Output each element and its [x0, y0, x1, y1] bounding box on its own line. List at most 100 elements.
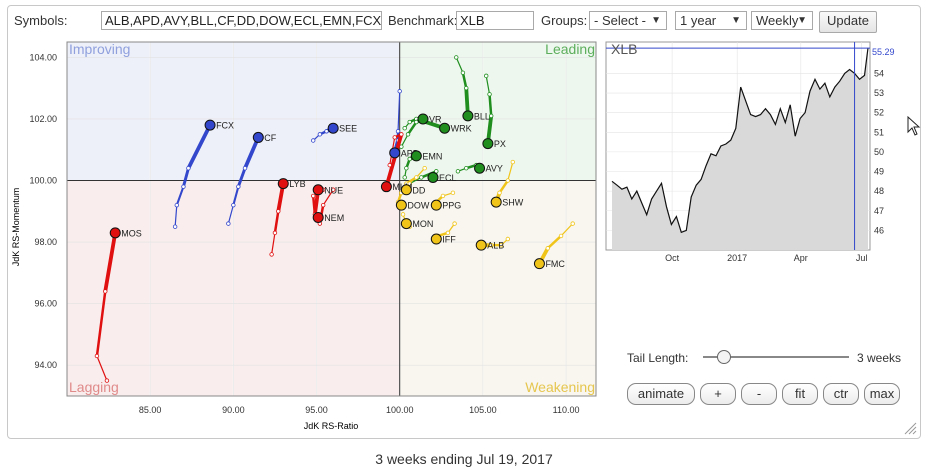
resize-grip-icon[interactable]: [903, 421, 917, 435]
tail-point-mos: [94, 353, 100, 359]
tail-point-alb: [498, 242, 504, 248]
y-tick-label: 104.00: [29, 52, 57, 62]
head-marker-vr[interactable]: [417, 113, 429, 125]
benchmark-input[interactable]: XLB: [456, 11, 534, 30]
mouse-cursor-icon: [907, 116, 921, 136]
head-marker-apd[interactable]: [389, 147, 401, 159]
tail-point-fmc: [558, 233, 564, 239]
tail-length-slider-track[interactable]: [703, 356, 849, 358]
head-marker-fcx[interactable]: [204, 119, 216, 131]
tail-point-iff: [445, 230, 451, 236]
benchmark-y-tick-label: 46: [874, 225, 884, 235]
groups-label: Groups:: [541, 13, 588, 28]
interval-select-value: Weekly: [756, 13, 799, 28]
head-marker-bll[interactable]: [462, 110, 474, 122]
x-tick-label: 110.00: [553, 405, 580, 415]
update-button[interactable]: Update: [819, 11, 877, 33]
tail-point-alb: [488, 242, 494, 248]
series-label-avy: AVY: [486, 164, 503, 174]
tail-point-mlm: [392, 135, 397, 140]
head-marker-dd[interactable]: [400, 184, 412, 196]
plot-border: [66, 41, 597, 397]
tail-segment-cf: [232, 185, 240, 207]
head-marker-mos[interactable]: [109, 227, 121, 239]
head-marker-emn[interactable]: [410, 150, 422, 162]
tail-segment-apd: [397, 90, 401, 132]
tail-point-bll: [454, 55, 459, 60]
tail-length-slider-handle[interactable]: [717, 350, 732, 364]
benchmark-x-tick-label: 2017: [727, 253, 747, 263]
head-marker-lyb[interactable]: [277, 178, 289, 190]
tail-point-shw: [497, 190, 502, 196]
head-marker-fmc[interactable]: [533, 258, 545, 270]
minus-button[interactable]: -: [741, 383, 777, 405]
animate-button[interactable]: animate: [627, 383, 695, 405]
benchmark-y-tick-label: 48: [874, 186, 884, 196]
groups-select[interactable]: - Select - ▼: [589, 11, 667, 30]
head-marker-ppg[interactable]: [430, 199, 442, 211]
head-marker-ecl[interactable]: [427, 171, 439, 183]
chevron-down-icon: ▼: [651, 15, 661, 26]
max-button[interactable]: max: [864, 383, 900, 405]
head-marker-see[interactable]: [327, 122, 339, 134]
tail-segment-fcx: [186, 123, 212, 171]
tail-point-avy: [455, 169, 461, 174]
head-marker-dow[interactable]: [395, 199, 407, 211]
head-marker-avy[interactable]: [474, 162, 486, 174]
tail-segment-vr: [406, 120, 418, 136]
series-label-fcx: FCX: [216, 121, 234, 131]
head-marker-mon[interactable]: [400, 218, 412, 230]
benchmark-y-tick-label: 51: [874, 127, 884, 137]
head-marker-nem[interactable]: [312, 211, 324, 223]
benchmark-y-tick-label: 47: [874, 206, 884, 216]
tail-point-ppg: [450, 190, 456, 196]
plus-button[interactable]: +: [700, 383, 736, 405]
period-select[interactable]: 1 year ▼: [675, 11, 747, 30]
tail-point-lyb: [276, 209, 281, 214]
y-tick-label: 96.00: [34, 299, 57, 309]
benchmark-y-tick-label: 53: [874, 88, 884, 98]
series-label-wrk: WRK: [451, 124, 472, 134]
series-label-mos: MOS: [121, 228, 142, 238]
interval-select[interactable]: Weekly ▼: [751, 11, 813, 30]
center-button[interactable]: ctr: [823, 383, 859, 405]
tail-point-fcx: [181, 184, 186, 189]
tail-point-fmc: [570, 221, 575, 226]
x-tick-label: 90.00: [222, 405, 245, 415]
head-marker-mlm[interactable]: [380, 181, 392, 193]
tail-point-wrk: [402, 125, 407, 131]
tail-segment-fmc: [546, 234, 563, 250]
head-marker-iff[interactable]: [430, 233, 442, 245]
tail-point-bll: [464, 85, 469, 91]
tail-segment-bll: [461, 71, 468, 90]
benchmark-y-tick-label: 52: [874, 108, 884, 118]
head-marker-nue[interactable]: [312, 184, 324, 196]
benchmark-title: XLB: [611, 41, 637, 57]
tail-segment-lyb: [273, 210, 280, 235]
tail-point-cf: [226, 221, 231, 226]
quadrant-leading: [399, 42, 596, 181]
head-marker-px[interactable]: [482, 138, 494, 150]
series-label-shw: SHW: [502, 198, 524, 208]
tail-point-dd: [422, 166, 427, 171]
tail-segment-bll: [455, 56, 464, 74]
x-tick-label: 100.00: [386, 405, 414, 415]
quadrant-label-weakening: Weakening: [525, 379, 595, 395]
fit-button[interactable]: fit: [782, 383, 818, 405]
head-marker-wrk[interactable]: [439, 122, 451, 134]
tail-point-mos: [103, 289, 108, 294]
tail-point-nem: [320, 202, 326, 208]
tail-point-mlm: [399, 132, 404, 137]
tail-point-lyb: [272, 230, 278, 236]
head-marker-cf[interactable]: [252, 131, 264, 143]
tail-segment-shw: [507, 161, 514, 182]
y-tick-label: 100.00: [29, 176, 57, 186]
head-marker-shw[interactable]: [490, 196, 502, 208]
tail-segment-shw: [498, 179, 510, 195]
series-label-ecl: ECL: [439, 173, 457, 183]
head-marker-alb[interactable]: [475, 239, 487, 251]
tail-point-mos: [104, 378, 110, 383]
tail-point-emn: [402, 175, 407, 180]
symbols-input[interactable]: ALB,APD,AVY,BLL,CF,DD,DOW,ECL,EMN,FCX,FM: [101, 11, 382, 30]
